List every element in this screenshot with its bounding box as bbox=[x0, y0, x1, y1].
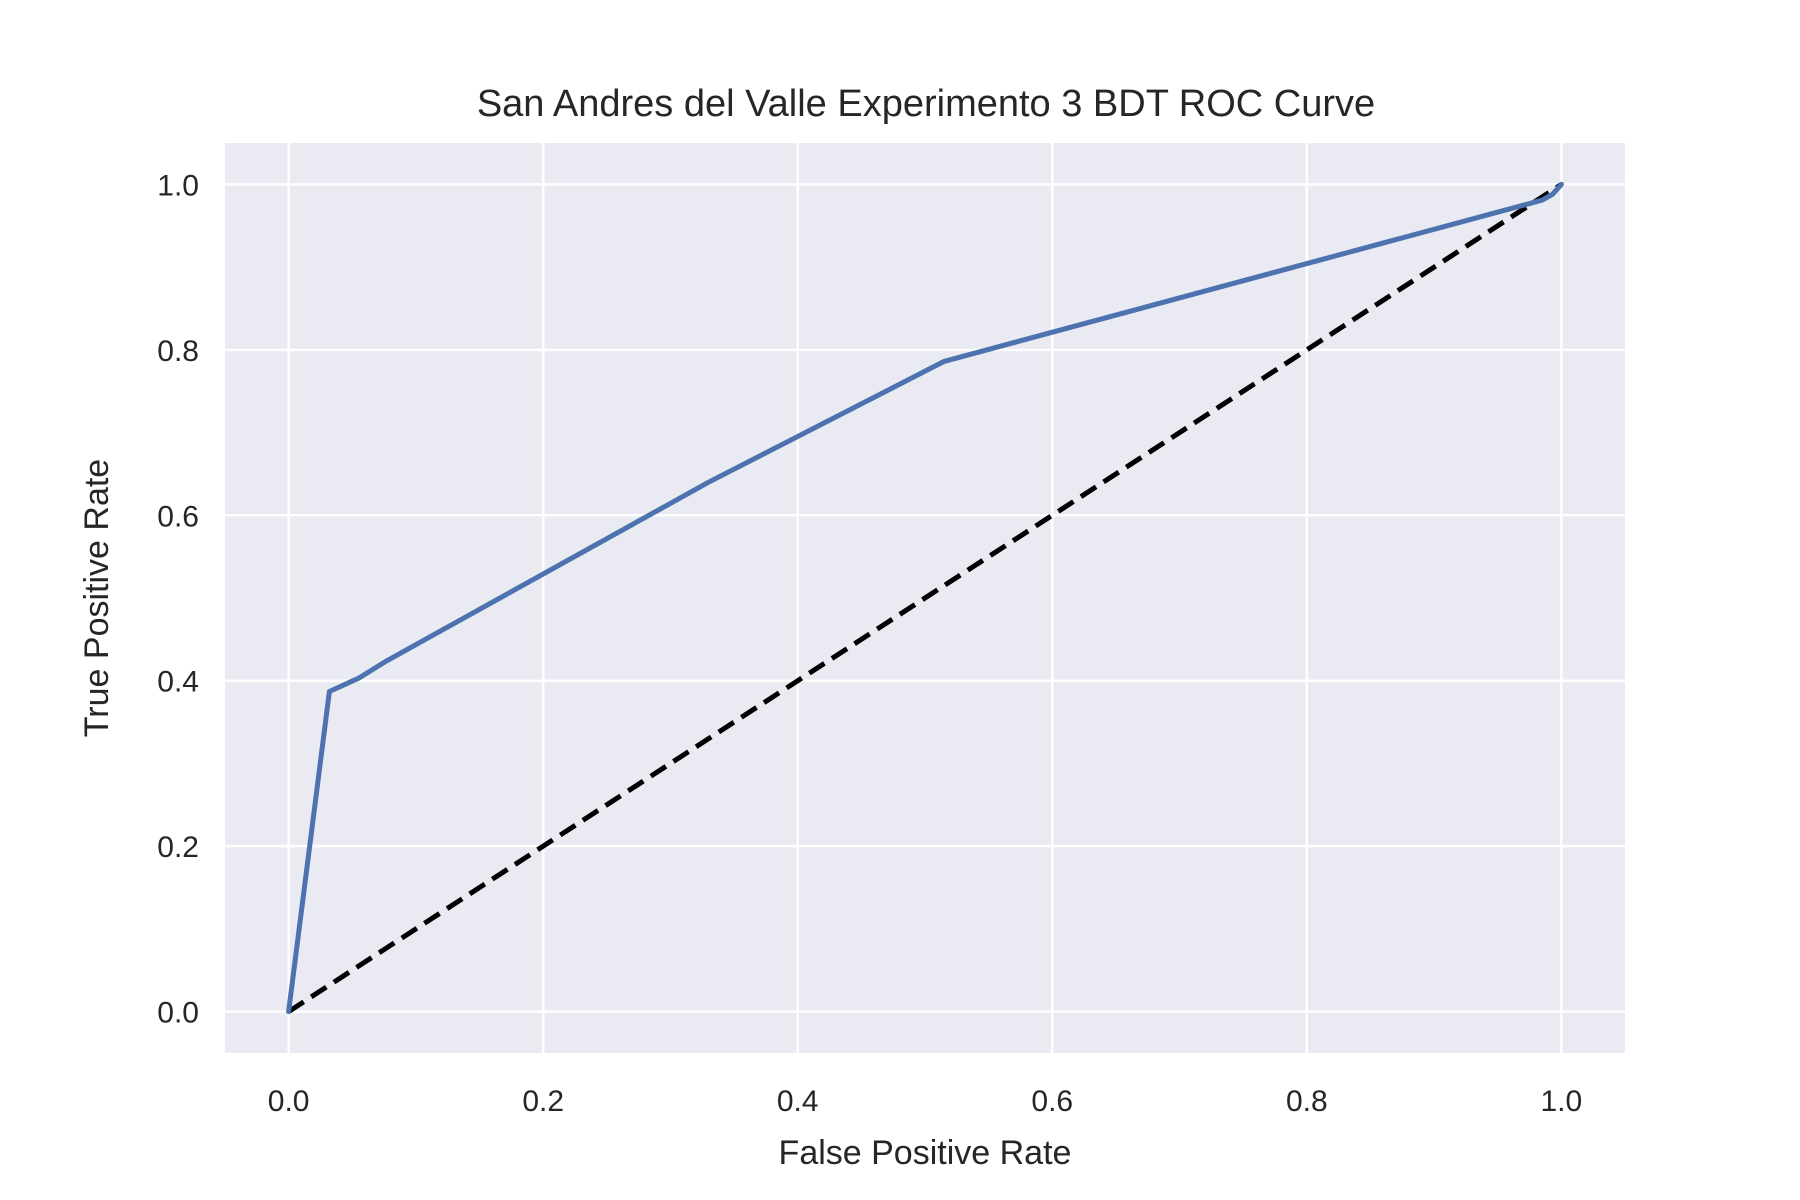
series-layer bbox=[286, 181, 1564, 1015]
x-tick-label: 0.6 bbox=[1031, 1085, 1073, 1118]
roc-curve-line bbox=[286, 181, 1564, 1015]
y-tick-label: 0.4 bbox=[157, 666, 199, 699]
x-tick-label: 0.8 bbox=[1286, 1085, 1328, 1118]
x-tick-label: 0.4 bbox=[777, 1085, 819, 1118]
y-tick-label: 0.6 bbox=[157, 500, 199, 533]
x-tick-label: 0.0 bbox=[268, 1085, 310, 1118]
y-tick-label: 1.0 bbox=[157, 169, 199, 202]
y-tick-label: 0.2 bbox=[157, 831, 199, 864]
chart-title: San Andres del Valle Experimento 3 BDT R… bbox=[477, 83, 1375, 125]
grid-lines bbox=[225, 143, 1625, 1053]
y-axis-label: True Positive Rate bbox=[78, 459, 116, 737]
y-tick-label: 0.8 bbox=[157, 335, 199, 368]
tick-labels: 0.0 0.2 0.4 0.6 0.8 1.0 0.0 0.2 0.4 0.6 0.8 1.0 bbox=[157, 169, 1582, 1118]
random-baseline-line bbox=[287, 182, 1563, 1014]
x-tick-label: 1.0 bbox=[1541, 1085, 1583, 1118]
x-tick-label: 0.2 bbox=[522, 1085, 564, 1118]
y-tick-label: 0.0 bbox=[157, 997, 199, 1030]
x-axis-label: False Positive Rate bbox=[779, 1134, 1072, 1172]
